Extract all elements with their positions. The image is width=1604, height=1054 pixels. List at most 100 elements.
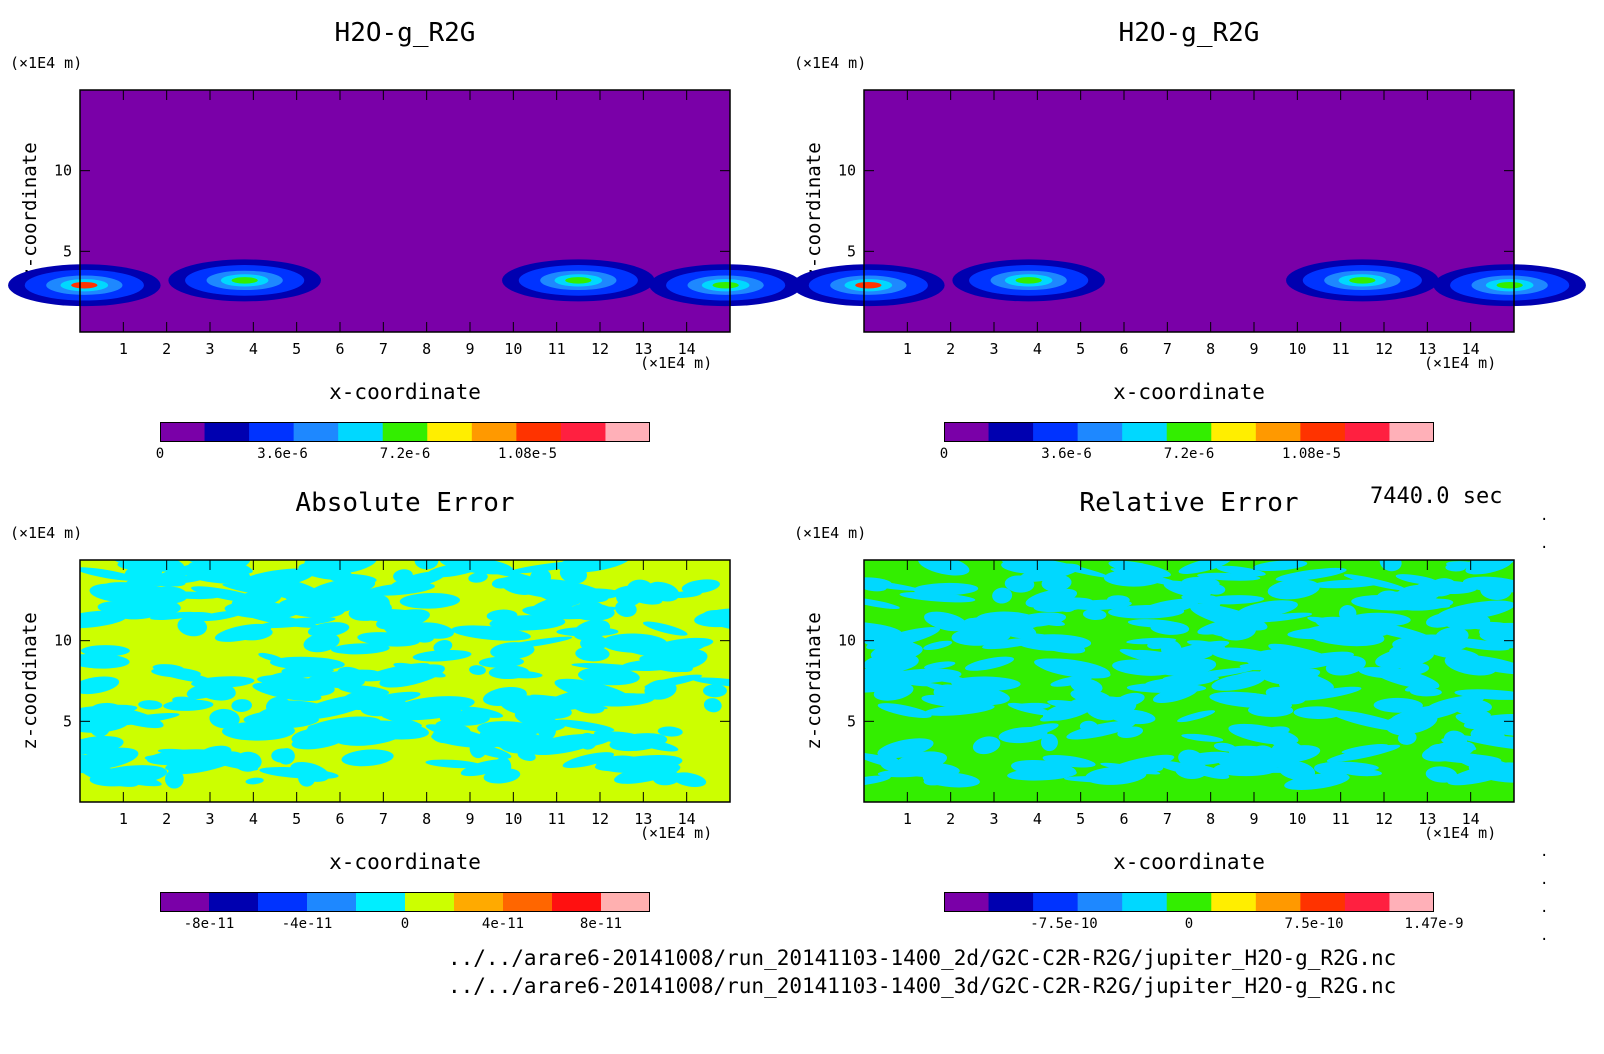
error-patch (864, 621, 902, 638)
error-patch (1312, 579, 1382, 589)
error-patch (478, 656, 525, 668)
error-patch (646, 581, 680, 602)
x-tick-label: 6 (1119, 810, 1128, 828)
chart-title: Relative Error (1079, 488, 1299, 518)
colorbar-swatch (1300, 892, 1346, 912)
x-tick-label: 10 (1288, 810, 1306, 828)
colorbar-swatch (988, 422, 1034, 442)
error-patch (1315, 616, 1390, 637)
error-patch (982, 637, 1039, 650)
error-patch (151, 586, 188, 604)
y-axis-label: z-coordinate (19, 142, 41, 280)
error-patch (1210, 647, 1274, 663)
error-patch (1233, 671, 1264, 681)
contour-blob (231, 277, 258, 284)
colorbar-tick-label: -7.5e-10 (1030, 916, 1098, 932)
error-patch (924, 661, 956, 670)
colorbar-tick-label: 7.2e-6 (1163, 446, 1215, 462)
colorbar-swatch (1255, 892, 1301, 912)
x-tick-label: 8 (422, 340, 431, 358)
x-tick-label: 1 (903, 810, 912, 828)
error-patch (661, 655, 703, 664)
error-patch (1150, 621, 1190, 635)
error-patch (331, 643, 390, 655)
x-tick-label: 10 (1288, 340, 1306, 358)
colorbar-swatch (405, 892, 455, 912)
error-patch (1126, 682, 1207, 693)
error-patch (1275, 567, 1347, 582)
error-patch (1007, 767, 1077, 781)
error-patch (702, 684, 727, 698)
error-patch (313, 602, 346, 613)
error-patch (1008, 723, 1059, 740)
error-patch (80, 653, 130, 669)
colorbar-swatch (1166, 892, 1212, 912)
y-tick-label: 10 (838, 632, 856, 650)
colorbar-swatch (427, 422, 473, 442)
error-patch (562, 752, 615, 768)
colorbar-swatch (307, 892, 357, 912)
colorbar-tick-label: 3.6e-6 (257, 446, 308, 462)
error-patch (483, 768, 521, 784)
x-tick-label: 14 (1462, 810, 1480, 828)
field-background (864, 90, 1514, 332)
colorbar-tick-label: 0 (939, 446, 949, 462)
error-patch (1108, 709, 1156, 725)
error-patch (499, 576, 577, 599)
error-patch (672, 772, 707, 788)
error-patch (1399, 662, 1430, 675)
colorbar-swatch (1344, 892, 1390, 912)
error-patch (899, 591, 976, 603)
colorbar-ticks: 0 3.6e-6 7.2e-6 1.08e-5 (156, 446, 650, 466)
error-patch (1372, 666, 1440, 690)
error-patch (1108, 605, 1185, 619)
error-patch (1209, 691, 1285, 709)
chart-panel-2: Absolute Error (×1E4 m) z-coordinate (×1… (0, 470, 780, 940)
error-patch (1177, 710, 1216, 723)
x-tick-label: 4 (249, 340, 258, 358)
error-patch (126, 575, 203, 586)
x-unit-label: (×1E4 m) (640, 824, 713, 842)
colorbar-swatch (471, 422, 517, 442)
error-patch (365, 594, 390, 615)
time-label: 7440.0 sec (1370, 484, 1503, 509)
file-path-2d: ../../arare6-20141008/run_20141103-1400_… (448, 946, 1397, 970)
colorbar-tick-label: 1.47e-9 (1404, 916, 1464, 932)
error-patch (390, 571, 446, 590)
colorbar-tick-label: 1.08e-5 (497, 446, 558, 462)
error-patch (877, 738, 934, 759)
x-tick-label: 11 (1332, 810, 1350, 828)
x-unit-label: (×1E4 m) (1424, 824, 1497, 842)
error-patch (626, 758, 666, 779)
error-patch (231, 699, 252, 712)
error-patch (924, 611, 968, 632)
x-tick-label: 4 (1033, 810, 1042, 828)
chart-title: H2O-g_R2G (334, 18, 476, 48)
error-patch (1395, 574, 1440, 585)
error-patch (94, 768, 162, 787)
colorbar-swatch (1300, 422, 1346, 442)
error-patch (1470, 726, 1506, 745)
error-patch (290, 761, 330, 782)
error-patch (243, 709, 313, 725)
error-patch (209, 708, 240, 729)
x-tick-label: 9 (1249, 810, 1258, 828)
error-patch (1465, 560, 1513, 575)
error-patch (972, 736, 1001, 755)
plot-frame (79, 89, 731, 333)
x-axis-label: x-coordinate (1113, 850, 1265, 874)
error-patch (80, 567, 139, 581)
colorbar-swatch (944, 892, 990, 912)
error-patch (638, 739, 679, 752)
error-patch (1082, 608, 1107, 621)
error-patch (185, 571, 257, 585)
y-axis-label: z-coordinate (803, 612, 825, 750)
colorbar-swatch (1077, 422, 1123, 442)
error-patch (1147, 639, 1172, 650)
error-pattern (80, 560, 730, 789)
colorbar-ticks: -8e-11 -4e-11 0 4e-11 8e-11 (160, 916, 650, 936)
error-patch (239, 627, 273, 641)
error-patch (490, 642, 535, 660)
